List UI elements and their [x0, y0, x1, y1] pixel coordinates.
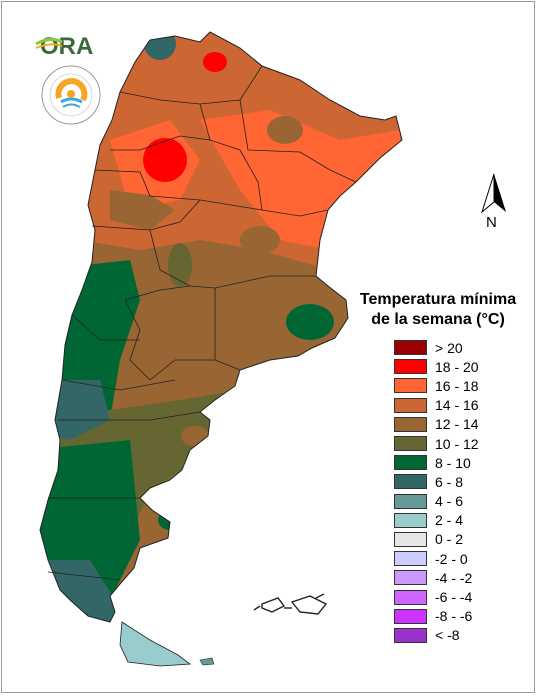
malvinas-islands — [253, 593, 328, 615]
legend-swatch — [394, 474, 427, 490]
legend-swatch — [394, 455, 427, 471]
province-borders — [47, 65, 357, 581]
legend-title-line2: de la semana (°C) — [371, 311, 505, 328]
legend-item: 6 - 8 — [394, 472, 479, 491]
legend-label: 4 - 6 — [435, 493, 464, 510]
legend-label: < -8 — [435, 627, 460, 644]
svg-text:ORA: ORA — [40, 33, 93, 60]
legend-swatch — [394, 531, 427, 547]
legend: Temperatura mínima de la semana (°C) > 2… — [338, 290, 538, 643]
legend-item: 10 - 12 — [394, 434, 479, 453]
legend-item: 16 - 18 — [394, 376, 479, 395]
legend-swatch — [394, 397, 427, 413]
legend-item: 12 - 14 — [394, 415, 479, 434]
legend-label: -4 - -2 — [435, 569, 473, 586]
legend-swatch — [394, 570, 427, 586]
legend-label: 8 - 10 — [435, 454, 471, 471]
legend-item: 8 - 10 — [394, 453, 479, 472]
legend-swatch — [394, 359, 427, 375]
legend-swatch — [394, 627, 427, 643]
legend-swatch — [394, 608, 427, 624]
legend-item: 2 - 4 — [394, 511, 479, 530]
legend-item: 14 - 16 — [394, 396, 479, 415]
legend-item: -8 - -6 — [394, 607, 479, 626]
tierra-del-fuego — [119, 621, 215, 667]
legend-label: 2 - 4 — [435, 512, 464, 529]
legend-swatch — [394, 512, 427, 528]
legend-swatch — [394, 378, 427, 394]
legend-item: 18 - 20 — [394, 357, 479, 376]
legend-swatch — [394, 416, 427, 432]
legend-label: > 20 — [435, 339, 463, 356]
legend-swatch — [394, 589, 427, 605]
legend-label: 12 - 14 — [435, 416, 479, 433]
smn-seal-logo — [41, 65, 101, 125]
legend-label: 10 - 12 — [435, 435, 479, 452]
north-label: N — [486, 214, 497, 231]
legend-label: 0 - 2 — [435, 531, 464, 548]
legend-label: -6 - -4 — [435, 589, 473, 606]
legend-items: > 20 18 - 20 16 - 18 14 - 16 12 - 14 10 - 12 8… — [394, 338, 479, 645]
legend-label: 6 - 8 — [435, 473, 464, 490]
legend-item: 0 - 2 — [394, 530, 479, 549]
legend-swatch — [394, 551, 427, 567]
legend-item: 4 - 6 — [394, 492, 479, 511]
legend-label: 14 - 16 — [435, 397, 479, 414]
legend-item: -4 - -2 — [394, 568, 479, 587]
legend-item: < -8 — [394, 626, 479, 645]
legend-label: 16 - 18 — [435, 377, 479, 394]
legend-label: 18 - 20 — [435, 358, 479, 375]
legend-item: -6 - -4 — [394, 587, 479, 606]
legend-item: > 20 — [394, 338, 479, 357]
legend-swatch — [394, 436, 427, 452]
legend-label: -2 - 0 — [435, 550, 468, 567]
legend-label: -8 - -6 — [435, 608, 473, 625]
legend-swatch — [394, 493, 427, 509]
legend-title-line1: Temperatura mínima — [359, 291, 517, 308]
north-arrow-icon — [481, 173, 506, 214]
legend-item: -2 - 0 — [394, 549, 479, 568]
opra-logo: ORA — [35, 33, 93, 60]
legend-swatch — [394, 340, 427, 356]
north-arrow: N — [478, 172, 510, 232]
